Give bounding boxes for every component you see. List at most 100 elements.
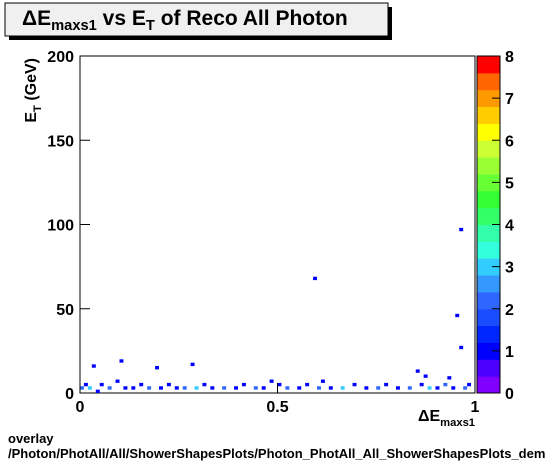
heat-cell: [202, 382, 207, 387]
heat-cell: [253, 386, 258, 390]
heat-cell: [305, 382, 310, 387]
heat-cell: [80, 386, 84, 390]
heat-cell: [210, 386, 215, 390]
plot-frame: [79, 55, 476, 394]
footer-line: /Photon/PhotAll/All/ShowerShapesPlots/Ph…: [8, 446, 545, 461]
heat-cell: [269, 379, 274, 383]
heat-cell: [459, 345, 464, 350]
z-tick-label: 5: [505, 175, 514, 192]
heat-cell: [320, 379, 325, 383]
heat-cell: [139, 382, 144, 387]
heat-cell: [190, 362, 195, 367]
x-tick-label: 1: [471, 399, 480, 416]
y-tick-label: 0: [65, 386, 74, 403]
heat-cell: [234, 386, 238, 390]
heat-cell: [194, 386, 199, 390]
heat-cell: [415, 369, 420, 373]
x-axis-label: ΔEmaxs1: [418, 408, 475, 429]
heat-cell: [443, 382, 448, 387]
heat-cell: [463, 386, 468, 390]
x-tick-label: 0.5: [266, 399, 288, 416]
y-tick-label: 100: [47, 218, 74, 235]
heat-cell: [119, 359, 124, 363]
heat-cell: [222, 386, 227, 390]
text-part: (GeV): [23, 58, 40, 105]
subscript: T: [146, 18, 155, 34]
y-tick-label: 50: [56, 302, 74, 319]
heat-cell: [427, 386, 432, 390]
palette-band: [477, 106, 500, 124]
palette-band: [477, 275, 500, 293]
heat-cell: [159, 386, 163, 390]
heat-cell: [396, 386, 400, 390]
heat-cell: [407, 386, 412, 390]
z-tick-label: 2: [505, 302, 514, 319]
palette-band: [477, 190, 500, 209]
z-tick-label: 0: [505, 386, 514, 403]
heat-cell: [83, 382, 88, 387]
subscript: T: [32, 105, 44, 112]
heat-cell: [459, 227, 464, 232]
heat-cell: [115, 379, 120, 383]
z-tick-label: 8: [505, 49, 514, 66]
heat-cell: [352, 382, 357, 387]
footer-line: overlay: [8, 431, 54, 446]
text-part: of Reco All Photon: [155, 7, 348, 30]
palette-band: [477, 359, 500, 377]
subscript: maxs1: [440, 417, 475, 429]
heat-cell: [455, 313, 460, 318]
heat-cell: [419, 382, 424, 387]
palette-band: [477, 157, 500, 175]
palette-band: [477, 72, 500, 91]
heat-cell: [313, 276, 317, 281]
heat-cell: [99, 382, 104, 387]
z-tick-label: 7: [505, 91, 514, 108]
palette-band: [477, 89, 500, 108]
palette-band: [477, 224, 500, 242]
heat-cell: [317, 386, 321, 390]
palette-band: [477, 140, 500, 158]
heat-cell: [451, 386, 456, 390]
z-tick-label: 1: [505, 344, 514, 361]
palette-band: [477, 376, 500, 394]
heat-cell: [155, 366, 159, 370]
title-box: [4, 2, 389, 37]
z-tick-label: 6: [505, 133, 514, 150]
heat-cell: [285, 386, 290, 390]
heat-cell: [340, 386, 345, 390]
y-tick-label: 200: [47, 49, 74, 66]
y-tick-label: 150: [47, 133, 74, 150]
heat-cell: [147, 386, 152, 390]
z-tick-label: 3: [505, 260, 514, 277]
heat-cell: [467, 382, 472, 387]
heat-cell: [174, 386, 179, 390]
palette-band: [477, 241, 500, 259]
heat-cell: [364, 386, 369, 390]
palette-band: [477, 207, 500, 225]
palette-band: [477, 308, 500, 327]
palette-band: [477, 56, 500, 74]
z-tick-label: 4: [505, 218, 514, 235]
heat-cell: [107, 386, 112, 390]
palette-band: [477, 291, 500, 310]
palette-band: [477, 342, 500, 360]
y-axis-label: ET (GeV): [23, 58, 44, 123]
text-part: ΔE: [418, 408, 441, 425]
heat-cell: [166, 382, 171, 387]
palette-band: [477, 258, 500, 276]
subscript: maxs1: [51, 18, 97, 34]
heat-cell: [297, 386, 302, 390]
heat-cell: [447, 376, 452, 380]
x-tick-label: 0: [76, 399, 85, 416]
heat-cell: [91, 364, 96, 368]
heat-cell: [182, 386, 187, 390]
heat-cell: [384, 382, 389, 387]
heat-cell: [131, 386, 136, 390]
palette-band: [477, 325, 500, 343]
heat-cell: [261, 386, 266, 390]
heat-cell: [435, 386, 440, 390]
heat-cell: [87, 386, 92, 390]
heat-cell: [123, 386, 128, 390]
heat-cell: [277, 382, 282, 387]
heat-cell: [423, 374, 428, 378]
